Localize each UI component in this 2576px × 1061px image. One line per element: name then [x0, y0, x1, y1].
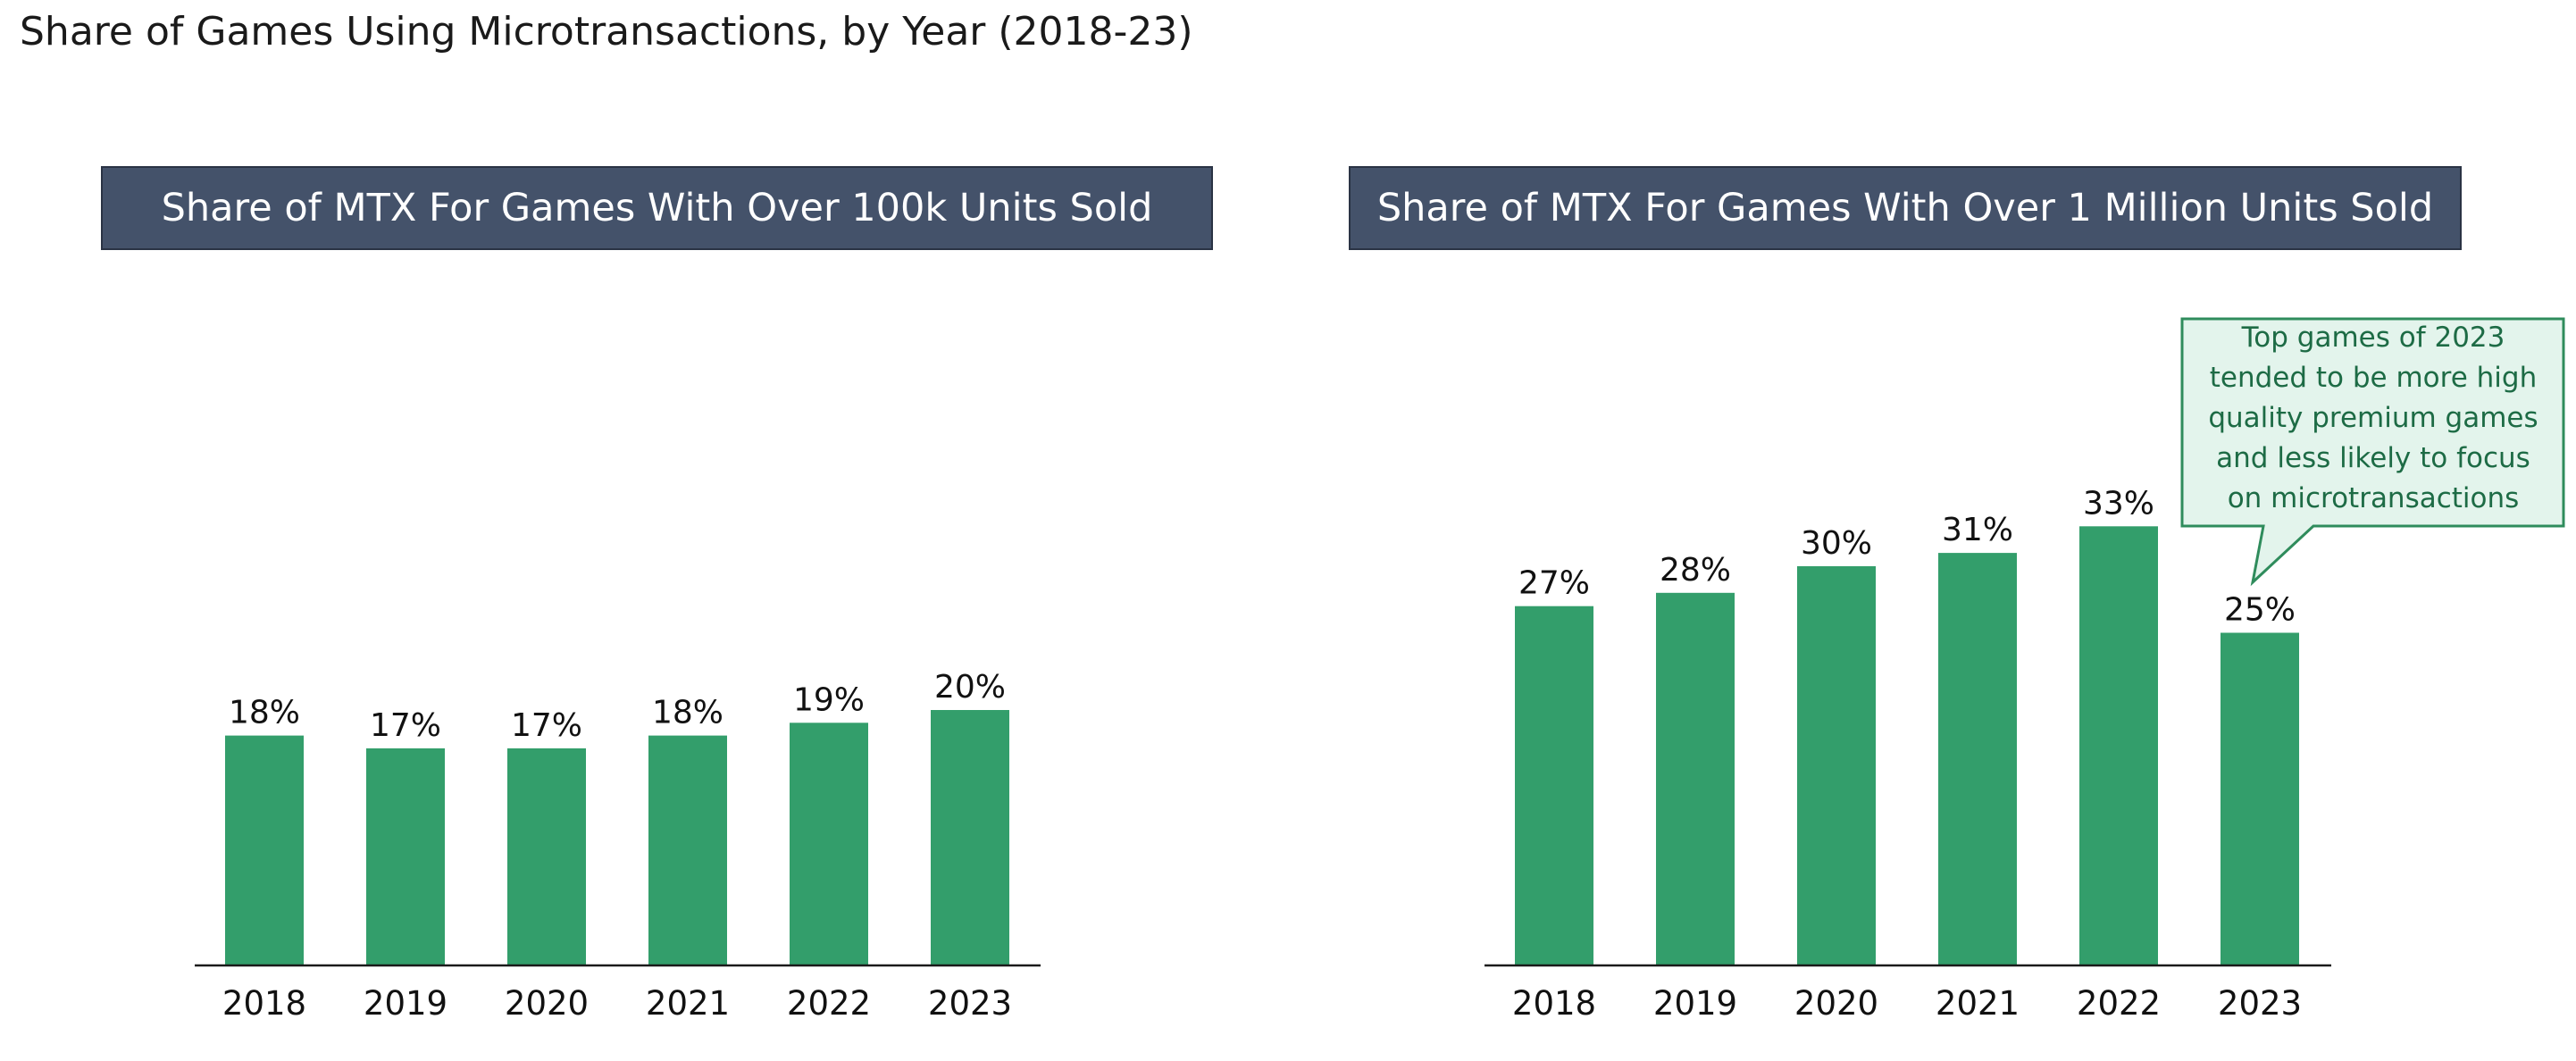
chart-1-plot: 18% 2018 17% 2019 17% 2020 18% 2021 19% 2022 20% 20…	[195, 669, 1041, 1023]
annotation-callout	[2180, 317, 2565, 587]
bar-2021	[648, 735, 727, 965]
value-label-2021: 31%	[1942, 512, 2013, 548]
bar-2018	[1515, 606, 1593, 965]
tick-label-2019: 2019	[364, 984, 447, 1023]
value-label-2018: 18%	[229, 695, 300, 731]
tick-label-2022: 2022	[787, 984, 871, 1023]
annotation-line: and less likely to focus	[2216, 442, 2530, 474]
chart-2-title: Share of MTX For Games With Over 1 Milli…	[1349, 166, 2462, 250]
bar-2021	[1938, 553, 2017, 965]
tick-label-2020: 2020	[505, 984, 589, 1023]
value-label-2022: 33%	[2083, 485, 2154, 522]
tick-label-2018: 2018	[222, 984, 306, 1023]
tick-label-2023: 2023	[2218, 984, 2302, 1023]
value-label-2020: 30%	[1801, 525, 1872, 562]
bar-2020	[507, 748, 586, 965]
value-label-2023: 25%	[2224, 592, 2296, 629]
annotation-callout-box	[2180, 317, 2565, 587]
value-label-2019: 17%	[370, 707, 441, 744]
tick-label-2023: 2023	[928, 984, 1012, 1023]
value-label-2018: 27%	[1518, 565, 1590, 602]
bar-2020	[1797, 566, 1876, 965]
bar-2022	[790, 723, 868, 965]
tick-label-2021: 2021	[1936, 984, 2020, 1023]
page-title: Share of Games Using Microtransactions, …	[20, 9, 1193, 54]
annotation-line: Top games of 2023	[2241, 322, 2505, 354]
annotation-line: on microtransactions	[2227, 482, 2520, 514]
value-label-2021: 18%	[652, 695, 723, 731]
bar-2018	[225, 735, 304, 965]
value-label-2019: 28%	[1660, 552, 1731, 589]
tick-label-2018: 2018	[1512, 984, 1596, 1023]
tick-label-2021: 2021	[646, 984, 730, 1023]
tick-label-2022: 2022	[2077, 984, 2161, 1023]
tick-label-2020: 2020	[1794, 984, 1878, 1023]
value-label-2020: 17%	[511, 707, 582, 744]
chart-2-plot: 27% 2018 28% 2019 30% 2020 31% 2021 33% 2022 25% 20…	[1485, 485, 2331, 1023]
annotation-text: Top games of 2023 tended to be more high q…	[2185, 318, 2562, 519]
value-label-2023: 20%	[934, 669, 1006, 706]
tick-label-2019: 2019	[1653, 984, 1737, 1023]
bar-2019	[1656, 592, 1735, 965]
bar-2022	[2079, 526, 2158, 965]
bar-2023	[931, 710, 1009, 965]
value-label-2022: 19%	[793, 681, 865, 718]
annotation-line: tended to be more high	[2209, 362, 2538, 394]
bar-2023	[2221, 632, 2299, 965]
annotation-line: quality premium games	[2208, 402, 2538, 434]
bar-2019	[366, 748, 445, 965]
chart-1-title: Share of MTX For Games With Over 100k Un…	[101, 166, 1213, 250]
